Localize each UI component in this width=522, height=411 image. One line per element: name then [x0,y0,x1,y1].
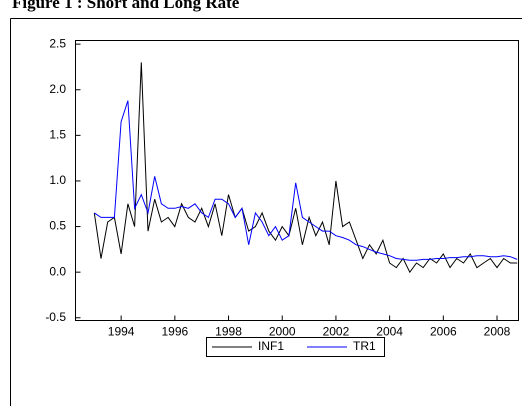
y-tick-label: -0.5 [45,310,66,324]
legend-label: TR1 [353,339,376,353]
legend [206,337,385,357]
y-tick-label: 0.0 [49,264,66,278]
x-tick-label: 2002 [323,325,350,339]
x-tick-label: 1996 [161,325,188,339]
series-line [93,62,518,274]
y-tick-label: 0.5 [49,219,66,233]
series-line [94,100,518,261]
legend-label: INF1 [258,339,284,353]
chart-title: Figure 1 : Short and Long Rate [12,0,240,12]
y-tick-label: 1.5 [49,128,66,142]
x-tick-label: 1994 [108,325,135,339]
x-tick-label: 2006 [430,325,457,339]
x-tick-label: 2004 [376,325,403,339]
y-tick-label: 2.0 [49,82,66,96]
y-tick-label: 1.0 [49,173,66,187]
y-tick-label: 2.5 [49,36,66,50]
x-tick-label: 1998 [215,325,242,339]
x-tick-label: 2000 [269,325,296,339]
x-tick-label: 2008 [484,325,511,339]
